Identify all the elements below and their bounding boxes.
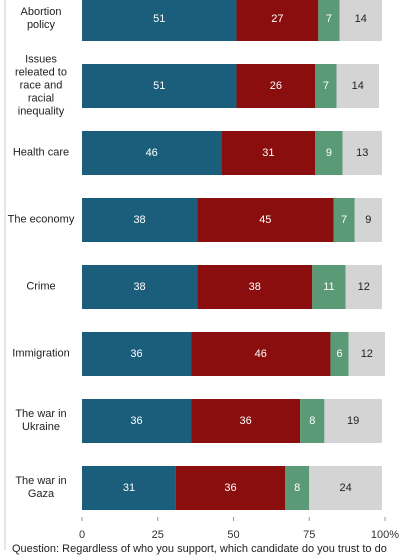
bar-segment bbox=[82, 399, 192, 443]
data-label: 14 bbox=[352, 80, 364, 92]
bar-segment bbox=[354, 198, 382, 242]
data-label: 11 bbox=[323, 281, 334, 293]
bar-segment bbox=[285, 466, 310, 510]
category-label: Issues releated to race and racial inequ… bbox=[15, 53, 67, 118]
bar-segment bbox=[197, 265, 313, 309]
data-label: 36 bbox=[239, 415, 251, 427]
data-label: 38 bbox=[133, 214, 145, 226]
bar-segment bbox=[336, 64, 379, 108]
bar-segment bbox=[236, 0, 319, 41]
bar-segment bbox=[300, 399, 325, 443]
bar-segment bbox=[191, 399, 301, 443]
bar-segment bbox=[82, 0, 237, 41]
bar-segment bbox=[333, 198, 355, 242]
data-label: 26 bbox=[270, 80, 282, 92]
data-label: 8 bbox=[309, 415, 315, 427]
bar-segment bbox=[82, 466, 176, 510]
bar-segment bbox=[312, 265, 346, 309]
data-label: 31 bbox=[123, 482, 135, 494]
category-label: The economy bbox=[7, 213, 75, 226]
data-label: 7 bbox=[326, 13, 332, 25]
bar-segment bbox=[82, 265, 198, 309]
category-label: Health care bbox=[12, 146, 70, 159]
bar-segment bbox=[175, 466, 286, 510]
bar-segment bbox=[236, 64, 316, 108]
data-label: 19 bbox=[347, 415, 359, 427]
data-label: 9 bbox=[365, 214, 371, 226]
data-label: 46 bbox=[146, 147, 158, 159]
bar-segment bbox=[342, 131, 382, 175]
data-label: 38 bbox=[249, 281, 261, 293]
category-label: Abortion policy bbox=[20, 6, 62, 31]
data-label: 7 bbox=[341, 214, 347, 226]
data-label: 7 bbox=[323, 80, 329, 92]
bar-segment bbox=[330, 332, 349, 376]
x-tick-label: 100% bbox=[371, 529, 399, 541]
x-tick-label: 25 bbox=[152, 529, 164, 541]
data-label: 24 bbox=[339, 482, 351, 494]
data-label: 46 bbox=[255, 348, 267, 360]
bar-segment bbox=[221, 131, 316, 175]
x-tick-label: 75 bbox=[303, 529, 315, 541]
x-tick-label: 50 bbox=[227, 529, 239, 541]
bar-segment bbox=[197, 198, 334, 242]
data-label: 6 bbox=[336, 348, 342, 360]
data-label: 51 bbox=[153, 80, 165, 92]
bar-segment bbox=[315, 131, 343, 175]
bar-segment bbox=[345, 265, 382, 309]
bar-segment bbox=[348, 332, 385, 376]
bar-segment bbox=[315, 64, 337, 108]
data-label: 13 bbox=[356, 147, 368, 159]
bar-segment bbox=[324, 399, 382, 443]
data-label: 8 bbox=[294, 482, 300, 494]
bar-segment bbox=[191, 332, 331, 376]
bar-segment bbox=[318, 0, 340, 41]
data-label: 31 bbox=[262, 147, 274, 159]
category-label: The war in Ukraine bbox=[15, 408, 67, 433]
data-label: 45 bbox=[259, 214, 271, 226]
data-label: 36 bbox=[224, 482, 236, 494]
data-label: 36 bbox=[130, 348, 142, 360]
data-label: 38 bbox=[133, 281, 145, 293]
bar-segment bbox=[82, 332, 192, 376]
bar-segment bbox=[82, 131, 222, 175]
category-label: Crime bbox=[26, 280, 56, 293]
data-label: 36 bbox=[130, 415, 142, 427]
data-label: 51 bbox=[153, 13, 165, 25]
bar-segment bbox=[82, 198, 198, 242]
data-label: 9 bbox=[326, 147, 332, 159]
bar-segment bbox=[309, 466, 382, 510]
bar-segment bbox=[339, 0, 382, 41]
data-label: 12 bbox=[358, 281, 370, 293]
category-label: The war in Gaza bbox=[15, 475, 67, 500]
x-tick-label: 0 bbox=[79, 529, 85, 541]
category-label: Immigration bbox=[12, 347, 70, 360]
data-label: 14 bbox=[355, 13, 367, 25]
bar-segment bbox=[82, 64, 237, 108]
data-label: 12 bbox=[361, 348, 373, 360]
data-label: 27 bbox=[271, 13, 283, 25]
note: Question: Regardless of who you support,… bbox=[12, 543, 387, 555]
